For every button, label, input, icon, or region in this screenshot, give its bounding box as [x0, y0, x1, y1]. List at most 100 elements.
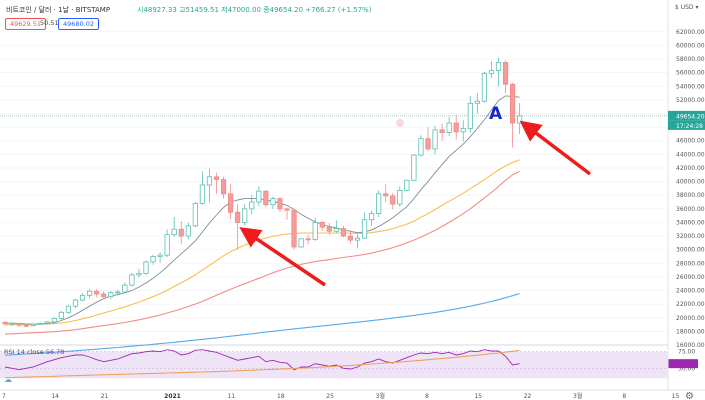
candle-body [16, 322, 22, 326]
candle-body [397, 190, 403, 205]
price-tick-label: 46000.00 [676, 138, 705, 145]
candle [164, 229, 170, 258]
candle-body [185, 225, 191, 237]
time-tick-label: 14 [51, 393, 59, 400]
candle [199, 171, 205, 205]
candle-body [432, 129, 438, 150]
candle-body [87, 290, 93, 296]
candle-body [242, 208, 248, 223]
candle-body [65, 305, 72, 313]
candle [333, 220, 339, 234]
price-tick-label: 28000.00 [676, 260, 705, 267]
candle [390, 193, 396, 210]
ma-365-line [4, 349, 520, 379]
candle-body [263, 190, 269, 206]
candle [87, 289, 93, 299]
symbol-title[interactable]: 비트코인 / 달러 · 1날 · BITSTAMP [6, 6, 111, 14]
candle-body [446, 122, 452, 133]
candle-body [277, 198, 283, 210]
candle-body [220, 179, 227, 195]
candle [65, 304, 72, 314]
rsi-tick-label: 75.00 [678, 349, 695, 356]
rsi-pane: 75.00 50.00 [0, 344, 698, 379]
candle [122, 282, 128, 294]
price-tick-label: 34000.00 [676, 219, 705, 226]
candle [129, 272, 135, 287]
price-tick-label: 24000.00 [676, 288, 705, 295]
bid-price-button[interactable]: 49629.51 [5, 18, 47, 30]
candle-body [460, 128, 466, 133]
candle [263, 190, 269, 207]
candle-body [453, 122, 459, 133]
candle [108, 291, 114, 300]
candle-body [192, 202, 198, 227]
rsi-value-tag [668, 359, 698, 369]
candle-body [481, 72, 488, 102]
price-tick-label: 36000.00 [676, 206, 705, 213]
candle-body [305, 238, 311, 241]
candle [404, 179, 410, 192]
arrow-left [239, 227, 326, 287]
price-tick-label: 26000.00 [676, 274, 705, 281]
candle-body [347, 235, 354, 241]
candle-body [94, 290, 100, 295]
candle [101, 291, 107, 300]
time-axis[interactable]: 7 14 21 2021 11 18 25 3월 8 15 22 3월 8 15 ⚙ ☁ [0, 375, 705, 400]
candle [481, 71, 488, 103]
candle-body [502, 62, 509, 85]
candle-body [256, 190, 262, 203]
candle-body [488, 70, 495, 74]
candle [136, 268, 142, 278]
currency-selector[interactable]: $ USD ▾ [675, 4, 699, 11]
candle-body [319, 222, 325, 228]
candle-body [270, 198, 276, 206]
candle-body [333, 228, 339, 232]
candle [30, 323, 36, 327]
candle [453, 114, 459, 140]
candle [312, 217, 318, 241]
candle [326, 223, 332, 235]
candle [291, 209, 297, 250]
candle-body [101, 293, 107, 298]
candle [150, 254, 156, 265]
candle-body [206, 176, 213, 186]
price-axis[interactable]: 62000.00 60000.00 58000.00 56000.00 54000.00… [667, 0, 705, 390]
candle [298, 238, 304, 248]
moving-averages [4, 95, 520, 379]
price-tick-label: 16000.00 [676, 342, 705, 349]
time-tick-label: 8 [622, 393, 626, 400]
ask-price-button[interactable]: 49680.02 [58, 18, 100, 30]
time-tick-label: 2021 [164, 393, 181, 400]
cloud-icon[interactable]: ☁ [4, 375, 12, 384]
candle-body [390, 195, 396, 205]
time-tick-label: 18 [277, 393, 285, 400]
candle [347, 230, 354, 244]
candle-body [44, 321, 50, 324]
candle-body [249, 201, 255, 210]
arrow-right [519, 120, 592, 176]
candle-body [115, 291, 121, 294]
candle-body [72, 299, 79, 307]
gear-icon[interactable]: ⚙ [685, 391, 694, 400]
time-tick-label: 7 [2, 393, 6, 400]
candle [227, 184, 234, 220]
candle [249, 195, 255, 215]
price-tick-label: 38000.00 [676, 192, 705, 199]
candle-body [199, 184, 205, 204]
candle [277, 197, 283, 213]
candle [361, 212, 368, 239]
candle [432, 125, 438, 155]
candle-body [58, 311, 65, 319]
candle-body [23, 324, 29, 327]
candle-body [418, 138, 424, 156]
rsi-value: 56.78 [45, 348, 65, 356]
candles [2, 57, 523, 328]
candle [502, 60, 509, 94]
grid [0, 31, 668, 346]
candle [235, 204, 241, 250]
candle [37, 322, 43, 326]
price-tick-label: 40000.00 [676, 179, 705, 186]
last-price-tag-label: 49654.20 [676, 113, 705, 120]
